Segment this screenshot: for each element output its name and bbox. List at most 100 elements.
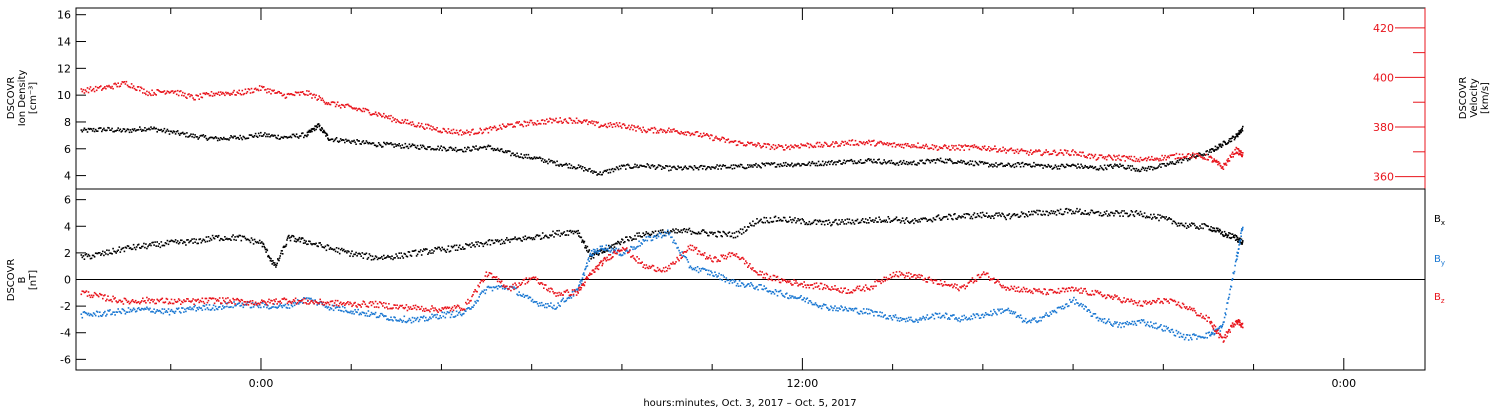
density-series-point	[160, 128, 163, 131]
velocity-series-point	[115, 83, 117, 86]
density-series-point	[413, 144, 416, 147]
by-series-point	[1161, 328, 1163, 331]
by-series-point	[1228, 293, 1231, 296]
velocity-series-point	[401, 119, 404, 121]
density-series-point	[521, 156, 523, 159]
density-series-point	[174, 133, 177, 135]
velocity-series-point	[1135, 157, 1138, 160]
bx-series-point	[491, 239, 494, 242]
velocity-series-point	[668, 127, 670, 130]
density-series-point	[253, 135, 256, 137]
by-series-point	[762, 288, 764, 291]
density-series-point	[268, 133, 270, 135]
density-series-point	[579, 165, 582, 167]
bx-series-point	[908, 221, 910, 224]
field-axis-label-line: B	[17, 276, 28, 283]
bx-series-point	[564, 234, 567, 236]
density-series-point	[1016, 162, 1019, 164]
velocity-series-point	[383, 112, 385, 115]
by-series-point	[403, 315, 406, 318]
velocity-series-point	[1089, 157, 1092, 160]
velocity-series-point	[655, 132, 658, 134]
velocity-series-point	[900, 146, 903, 148]
velocity-series-point	[903, 143, 906, 146]
by-series-point	[1109, 321, 1111, 323]
bx-series-point	[511, 238, 513, 241]
bx-series-point	[852, 221, 855, 224]
velocity-series-point	[472, 128, 474, 131]
bz-series-point	[234, 303, 236, 305]
by-series-point	[504, 288, 506, 290]
velocity-series-point	[230, 92, 232, 95]
bx-series-point	[794, 217, 796, 219]
bx-series-point	[458, 244, 461, 247]
velocity-series-point	[1061, 152, 1064, 155]
density-series-point	[200, 134, 203, 137]
density-series-point	[572, 166, 575, 168]
velocity-series-point	[1210, 157, 1213, 159]
bx-series-point	[555, 233, 557, 235]
density-series-point	[987, 162, 989, 164]
by-series-point	[1199, 335, 1201, 338]
bx-series-point	[293, 240, 296, 242]
density-series-point	[104, 129, 106, 131]
by-series-point	[393, 316, 395, 318]
by-series-point	[973, 314, 976, 317]
velocity-series-point	[88, 88, 91, 90]
bx-series-point	[577, 229, 579, 232]
bx-series-point	[1088, 213, 1091, 216]
field-axis-tick-label: -2	[60, 300, 71, 313]
by-series-point	[959, 320, 961, 323]
by-series-point	[153, 308, 155, 310]
bx-series-point	[574, 231, 577, 234]
velocity-series-point	[1059, 149, 1062, 151]
bx-series-point	[253, 238, 256, 241]
density-series-point	[653, 165, 656, 167]
bx-series-point	[297, 238, 300, 241]
density-series-point	[357, 140, 359, 142]
by-series-point	[463, 312, 465, 315]
velocity-series-point	[437, 130, 439, 133]
by-series-point	[572, 295, 575, 297]
velocity-series-point	[627, 126, 629, 129]
velocity-series-point	[887, 144, 890, 147]
velocity-series-point	[1197, 153, 1199, 155]
density-series-point	[781, 165, 784, 167]
by-series-point	[1196, 338, 1198, 340]
bx-series-point	[133, 246, 136, 249]
bx-series-point	[229, 238, 231, 240]
velocity-series-point	[811, 145, 814, 148]
by-series-point	[1040, 319, 1042, 322]
bx-series-point	[571, 230, 574, 232]
bx-series-point	[316, 245, 318, 247]
velocity-series-point	[985, 149, 988, 151]
velocity-series-point	[1190, 154, 1192, 156]
velocity-series-point	[955, 144, 957, 147]
density-series-point	[266, 133, 268, 136]
density-series-point	[1006, 164, 1008, 166]
by-series-point	[722, 274, 724, 277]
bz-series-point	[106, 298, 108, 301]
by-series-point	[160, 311, 163, 314]
velocity-series-point	[767, 143, 770, 145]
density-series-point	[1203, 153, 1205, 155]
velocity-series-point	[291, 93, 294, 96]
bx-series-point	[572, 232, 575, 235]
bz-series-point	[168, 301, 171, 303]
velocity-series-point	[968, 148, 971, 151]
velocity-series-point	[1124, 160, 1126, 162]
by-series-point	[767, 291, 770, 293]
density-series-point	[417, 148, 420, 150]
velocity-series-point	[303, 93, 305, 95]
by-series-point	[1187, 339, 1190, 341]
velocity-series-point	[255, 89, 258, 91]
velocity-series-point	[249, 92, 252, 94]
by-series-point	[551, 306, 553, 309]
bx-series-point	[1008, 213, 1011, 215]
velocity-series-point	[953, 145, 955, 147]
velocity-series-point	[1055, 154, 1058, 157]
velocity-series-point	[294, 91, 297, 93]
velocity-series-point	[355, 107, 357, 109]
by-series-point	[985, 313, 988, 316]
bz-series-point	[230, 301, 232, 303]
